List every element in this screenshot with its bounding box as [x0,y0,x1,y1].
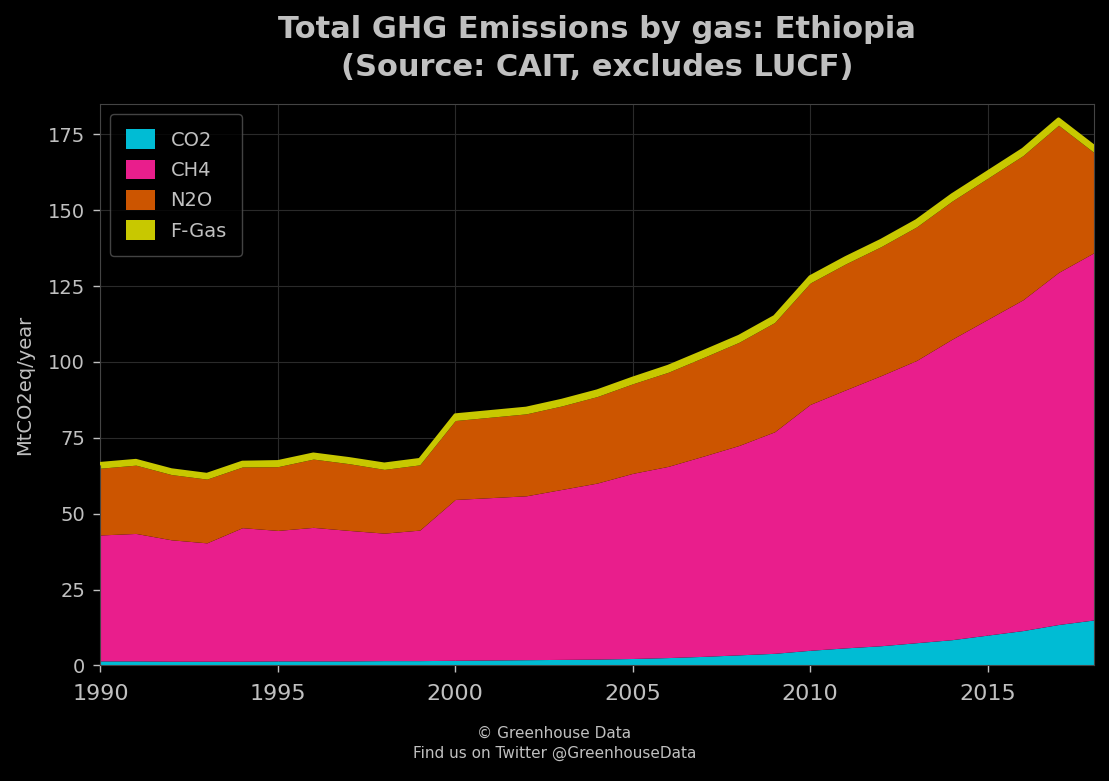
Text: © Greenhouse Data: © Greenhouse Data [478,726,631,741]
Title: Total GHG Emissions by gas: Ethiopia
(Source: CAIT, excludes LUCF): Total GHG Emissions by gas: Ethiopia (So… [278,15,916,82]
Legend: CO2, CH4, N2O, F-Gas: CO2, CH4, N2O, F-Gas [110,114,242,256]
Y-axis label: MtCO2eq/year: MtCO2eq/year [16,315,34,455]
Text: Find us on Twitter @GreenhouseData: Find us on Twitter @GreenhouseData [413,746,696,761]
